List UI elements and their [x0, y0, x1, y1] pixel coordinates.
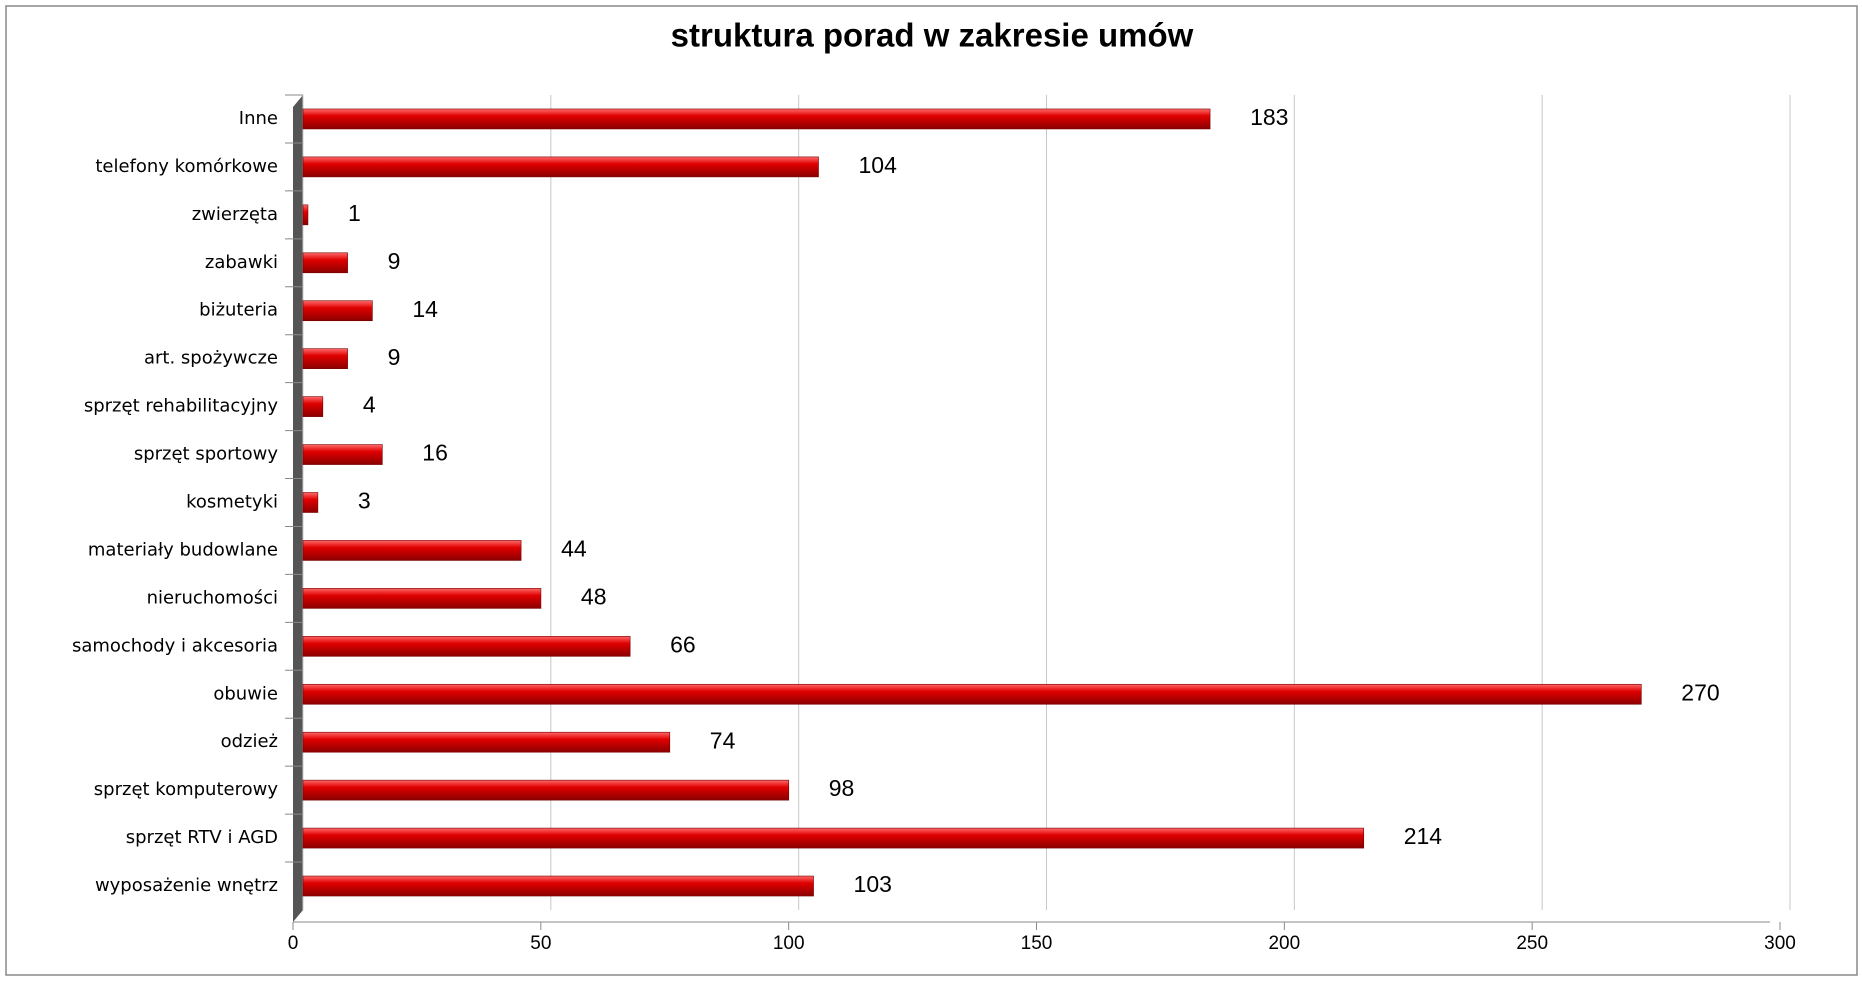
x-tick-label: 200 — [1268, 933, 1300, 954]
bar — [302, 396, 324, 417]
value-label: 183 — [1250, 104, 1288, 130]
value-label: 1 — [348, 200, 361, 226]
y-tick-label: Inne — [239, 108, 278, 129]
y-tick-label: nieruchomości — [147, 587, 278, 608]
value-label: 9 — [388, 248, 401, 274]
bar — [302, 540, 522, 561]
y-tick-label: sprzęt RTV i AGD — [126, 827, 278, 848]
x-tick-label: 300 — [1764, 933, 1796, 954]
value-label: 4 — [363, 392, 376, 418]
y-tick-label: zabawki — [205, 252, 278, 273]
x-tick-label: 250 — [1516, 933, 1548, 954]
plot-wall — [293, 95, 303, 922]
bar — [302, 444, 383, 465]
bar — [302, 779, 790, 801]
value-label: 9 — [388, 344, 401, 370]
value-label: 214 — [1404, 823, 1443, 849]
y-tick-label: odzież — [221, 731, 278, 752]
x-tick-label: 100 — [773, 933, 805, 954]
y-tick-label: kosmetyki — [186, 492, 278, 513]
bar — [302, 204, 309, 226]
value-label: 3 — [358, 488, 371, 514]
value-label: 48 — [581, 583, 607, 609]
bar — [302, 348, 348, 369]
y-tick-label: samochody i akcesoria — [72, 635, 278, 656]
value-label: 98 — [829, 775, 855, 801]
bar — [302, 636, 631, 657]
y-tick-label: art. spożywcze — [144, 348, 278, 369]
y-tick-label: sprzęt komputerowy — [94, 779, 279, 800]
bar — [302, 588, 542, 609]
x-tick-label: 150 — [1021, 933, 1053, 954]
value-label: 14 — [412, 296, 438, 322]
value-label: 103 — [854, 871, 892, 897]
value-label: 270 — [1681, 679, 1719, 705]
bar — [302, 875, 814, 897]
x-tick-label: 50 — [530, 933, 551, 954]
value-label: 44 — [561, 536, 587, 562]
y-tick-label: sprzęt rehabilitacyjny — [84, 396, 278, 417]
y-tick-label: telefony komórkowe — [95, 156, 278, 177]
y-tick-label: biżuteria — [199, 300, 278, 321]
value-label: 104 — [858, 152, 897, 178]
chart-title: struktura porad w zakresie umów — [671, 17, 1194, 54]
value-label: 66 — [670, 631, 696, 657]
bar — [302, 731, 671, 753]
bar — [302, 827, 1365, 849]
bar — [302, 300, 373, 322]
y-tick-label: materiały budowlane — [88, 539, 278, 560]
bar — [302, 108, 1211, 130]
y-tick-label: zwierzęta — [192, 204, 278, 225]
bar — [302, 683, 1642, 705]
bar — [302, 156, 819, 178]
y-tick-label: wyposażenie wnętrz — [95, 875, 278, 896]
bar — [302, 252, 348, 274]
y-tick-label: sprzęt sportowy — [134, 444, 279, 465]
y-tick-label: obuwie — [213, 683, 278, 704]
x-tick-label: 0 — [288, 933, 299, 954]
bar — [302, 492, 319, 513]
value-label: 16 — [422, 440, 448, 466]
value-label: 74 — [710, 727, 736, 753]
